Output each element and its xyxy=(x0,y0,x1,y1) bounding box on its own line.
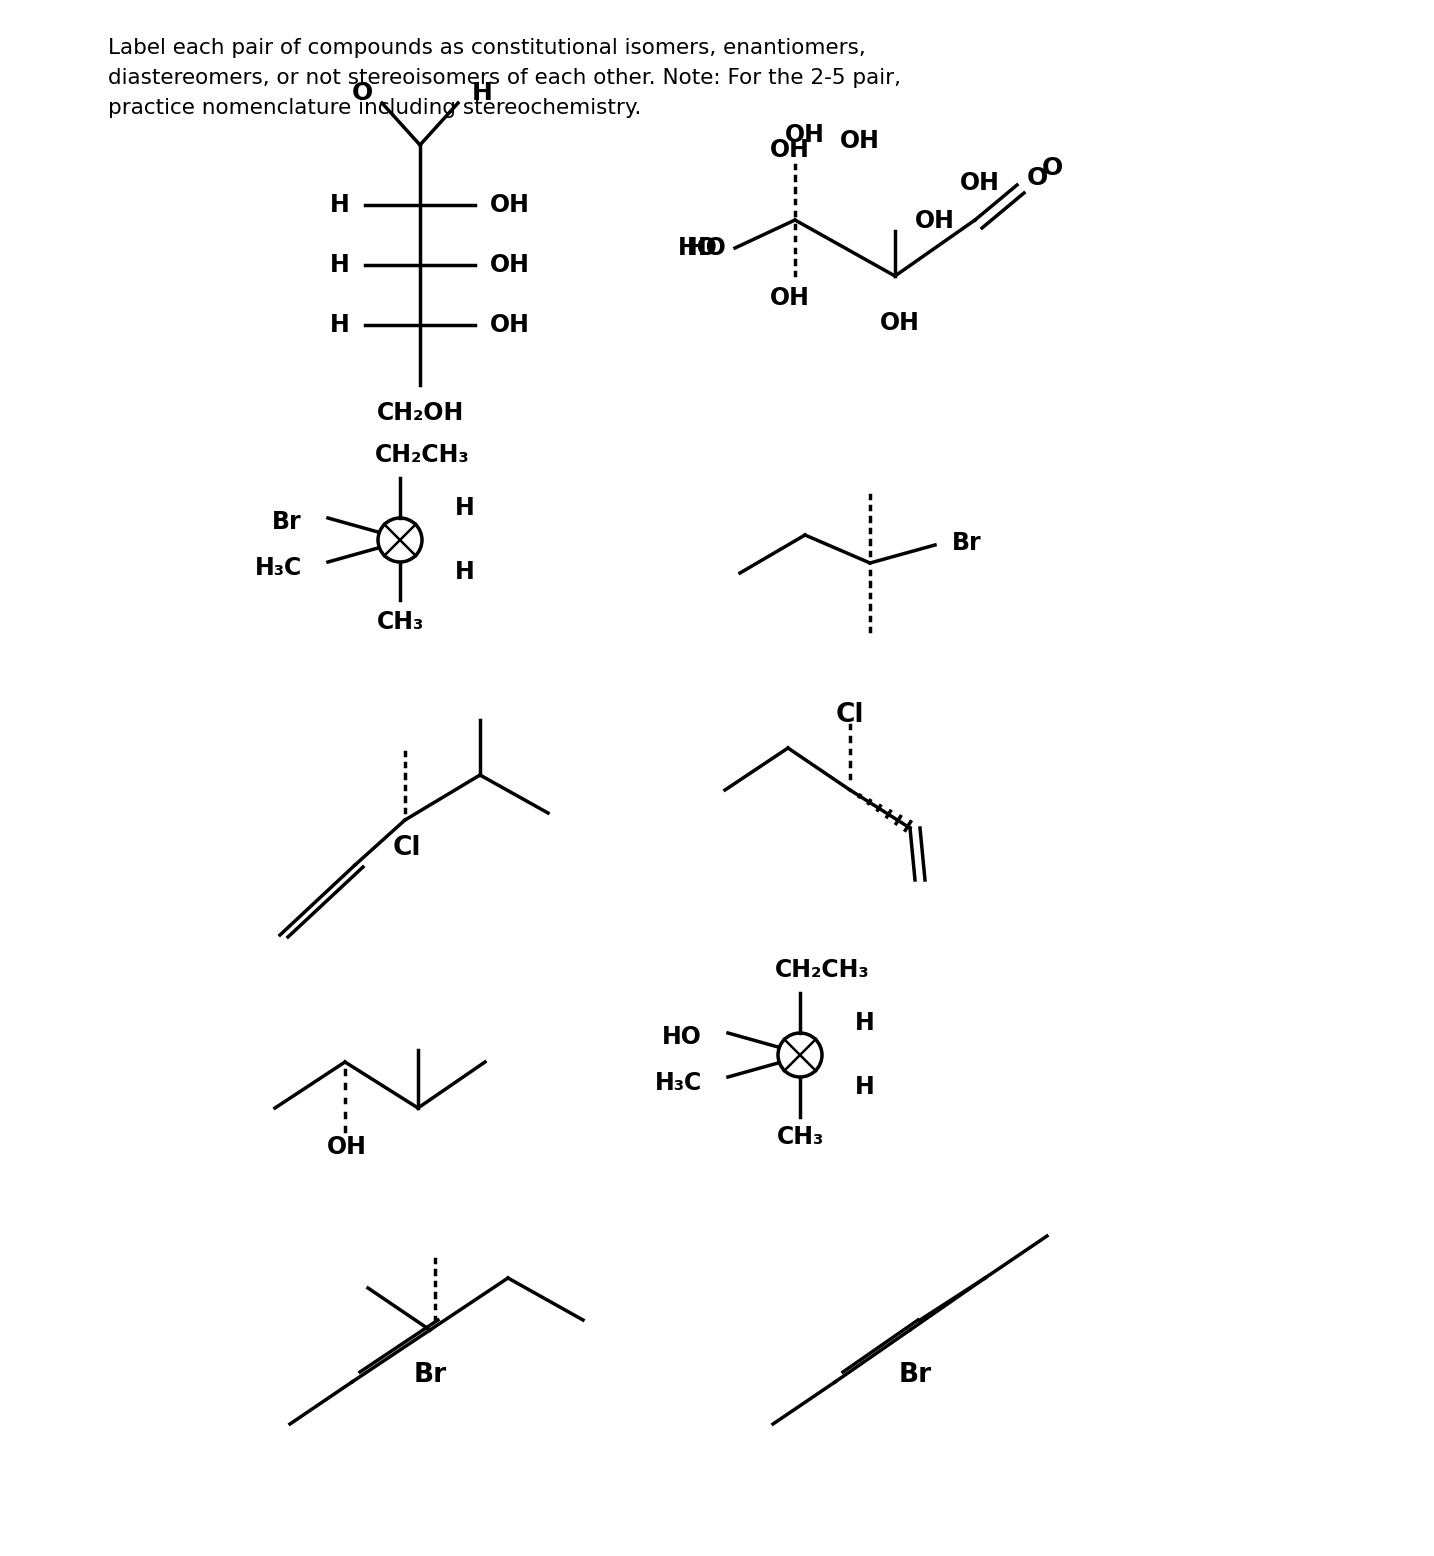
Text: H: H xyxy=(855,1075,875,1099)
Text: Label each pair of compounds as constitutional isomers, enantiomers,: Label each pair of compounds as constitu… xyxy=(108,37,866,58)
Text: H₃C: H₃C xyxy=(255,555,303,580)
Text: H: H xyxy=(455,560,475,584)
Text: Cl: Cl xyxy=(836,702,865,728)
Text: CH₂CH₃: CH₂CH₃ xyxy=(774,958,869,982)
Text: HO: HO xyxy=(678,237,718,260)
Text: OH: OH xyxy=(770,286,810,310)
Text: H: H xyxy=(855,1011,875,1035)
Text: H: H xyxy=(330,254,350,277)
Text: OH: OH xyxy=(915,209,955,233)
Text: OH: OH xyxy=(880,311,921,335)
Text: OH: OH xyxy=(490,254,531,277)
Text: OH: OH xyxy=(959,171,999,194)
Text: O: O xyxy=(1027,166,1048,190)
Text: practice nomenclature including stereochemistry.: practice nomenclature including stereoch… xyxy=(108,98,641,118)
Text: H: H xyxy=(472,81,492,104)
Text: OH: OH xyxy=(770,138,810,162)
Text: HO: HO xyxy=(687,237,727,260)
Text: Br: Br xyxy=(952,531,982,555)
Text: OH: OH xyxy=(490,193,531,216)
Text: O: O xyxy=(351,81,373,104)
Text: CH₂OH: CH₂OH xyxy=(376,401,463,425)
Text: Br: Br xyxy=(272,510,303,534)
Text: Cl: Cl xyxy=(393,836,422,860)
Text: HO: HO xyxy=(663,1025,703,1049)
Text: OH: OH xyxy=(327,1134,367,1159)
Text: Br: Br xyxy=(899,1362,932,1388)
Text: CH₂CH₃: CH₂CH₃ xyxy=(374,443,469,467)
Text: OH: OH xyxy=(490,313,531,338)
Polygon shape xyxy=(690,131,1100,420)
Text: H: H xyxy=(330,193,350,216)
Text: H: H xyxy=(455,496,475,520)
Text: H₃C: H₃C xyxy=(655,1071,703,1095)
Text: OH: OH xyxy=(840,129,880,152)
Text: Br: Br xyxy=(413,1362,446,1388)
Text: CH₃: CH₃ xyxy=(376,610,423,633)
Text: H: H xyxy=(330,313,350,338)
Text: diastereomers, or not stereoisomers of each other. Note: For the 2-5 pair,: diastereomers, or not stereoisomers of e… xyxy=(108,68,901,89)
Text: OH: OH xyxy=(784,123,825,146)
Text: CH₃: CH₃ xyxy=(776,1125,823,1148)
Text: O: O xyxy=(1041,156,1063,180)
